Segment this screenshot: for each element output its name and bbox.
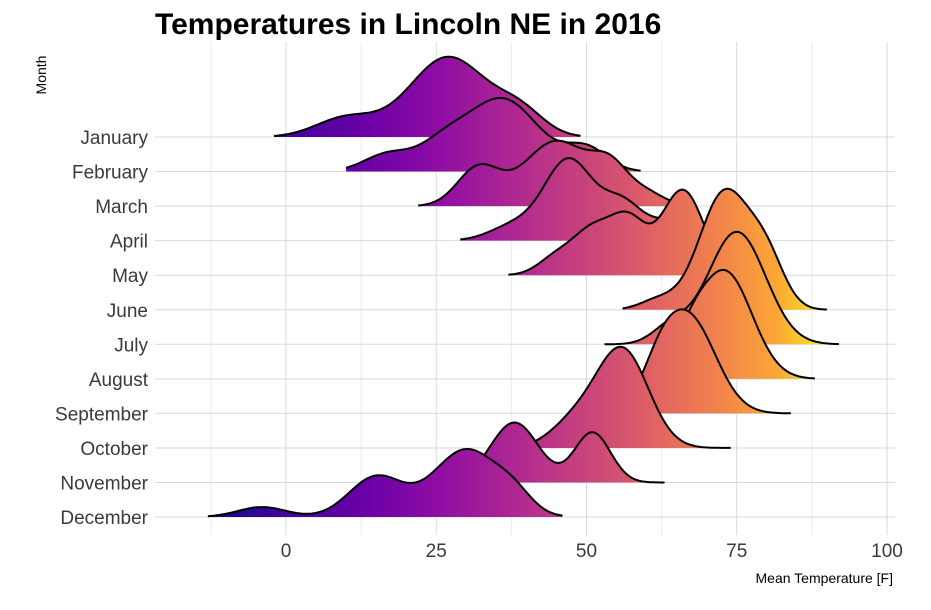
- x-tick-label: 25: [426, 541, 447, 562]
- y-tick-label: December: [60, 508, 148, 529]
- y-tick-label: April: [110, 232, 148, 253]
- ridge-outline: [418, 139, 683, 207]
- x-tick-label: 50: [576, 541, 597, 562]
- ridge-september: [621, 308, 791, 415]
- ridge-outline: [663, 268, 815, 380]
- y-axis-label: Month: [33, 56, 49, 95]
- y-tick-label: May: [112, 266, 148, 287]
- y-tick-label: January: [80, 128, 148, 149]
- ridge-outline: [621, 308, 791, 415]
- ridge-november: [471, 421, 665, 484]
- ridge-outline: [207, 448, 563, 518]
- x-axis-label: Mean Temperature [F]: [756, 570, 893, 586]
- ridge-outline: [604, 230, 839, 346]
- x-tick-label: 0: [281, 541, 292, 562]
- y-tick-label: July: [114, 335, 148, 356]
- y-tick-label: September: [55, 404, 149, 425]
- ridge-may: [508, 188, 738, 276]
- ridge-outline: [345, 96, 641, 172]
- ridge-december: [207, 448, 563, 518]
- ridge-outline: [622, 187, 827, 311]
- ridge-series: [207, 55, 839, 518]
- chart-title: Temperatures in Lincoln NE in 2016: [155, 8, 661, 41]
- ridge-outline: [273, 55, 581, 137]
- ridge-fill: [472, 422, 665, 483]
- ridge-fill: [514, 346, 731, 448]
- ridge-fill: [207, 449, 563, 518]
- y-tick-label: February: [72, 163, 149, 184]
- y-tick-label: June: [107, 301, 148, 322]
- ridge-fill: [622, 309, 791, 414]
- ridge-outline: [471, 421, 665, 484]
- x-tick-label: 75: [726, 541, 747, 562]
- y-tick-labels: January February March April May June July Augu…: [55, 128, 149, 529]
- ridge-outline: [508, 188, 738, 276]
- ridge-october: [514, 345, 731, 449]
- y-tick-label: October: [80, 439, 148, 460]
- y-tick-label: August: [89, 370, 149, 391]
- ridge-fill: [508, 189, 737, 276]
- ridge-outline: [514, 345, 731, 449]
- y-tick-label: March: [95, 197, 148, 218]
- y-tick-label: November: [60, 474, 148, 495]
- x-tick-labels: 0 25 50 75 100: [281, 541, 903, 562]
- x-tick-label: 100: [871, 541, 903, 562]
